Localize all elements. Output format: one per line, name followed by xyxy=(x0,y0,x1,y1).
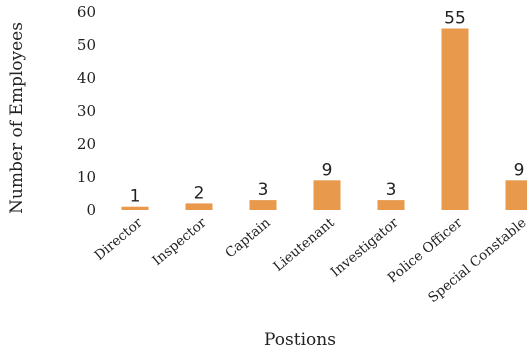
data-label: 9 xyxy=(514,160,525,180)
y-axis-ticks: 0 10 20 30 40 50 60 xyxy=(77,3,96,219)
data-label: 1 xyxy=(130,187,141,207)
data-label: 9 xyxy=(322,160,333,180)
x-tick-label: Director xyxy=(92,214,146,263)
x-tick-label: Inspector xyxy=(149,214,210,268)
y-tick-label: 50 xyxy=(77,36,96,54)
data-labels: 1 2 3 9 3 55 9 xyxy=(130,9,525,207)
x-axis-title: Postions xyxy=(264,330,336,350)
x-axis-ticks: Director Inspector CaptainLieutenantInvest… xyxy=(92,214,527,306)
x-tick-label: Lieutenant xyxy=(270,214,338,274)
bar-lieutenant xyxy=(313,180,341,210)
y-tick-label: 60 xyxy=(77,3,96,21)
bar-captain xyxy=(249,200,277,210)
data-label: 3 xyxy=(386,180,397,200)
bar-investigator xyxy=(377,200,405,210)
y-tick-label: 40 xyxy=(77,69,96,87)
y-tick-label: 30 xyxy=(77,102,96,120)
bar-director xyxy=(121,206,149,210)
bars xyxy=(121,28,527,210)
bar-police-officer xyxy=(441,28,469,210)
y-axis-title: Number of Employees xyxy=(7,22,27,214)
data-label: 3 xyxy=(258,180,269,200)
y-tick-label: 0 xyxy=(86,201,96,219)
y-tick-label: 10 xyxy=(77,168,96,186)
bar-special-constable xyxy=(505,180,527,210)
bar-inspector xyxy=(185,203,213,210)
y-tick-label: 20 xyxy=(77,135,96,153)
x-tick-label: Captain xyxy=(222,215,274,262)
data-label: 55 xyxy=(444,9,466,29)
data-label: 2 xyxy=(194,183,205,203)
